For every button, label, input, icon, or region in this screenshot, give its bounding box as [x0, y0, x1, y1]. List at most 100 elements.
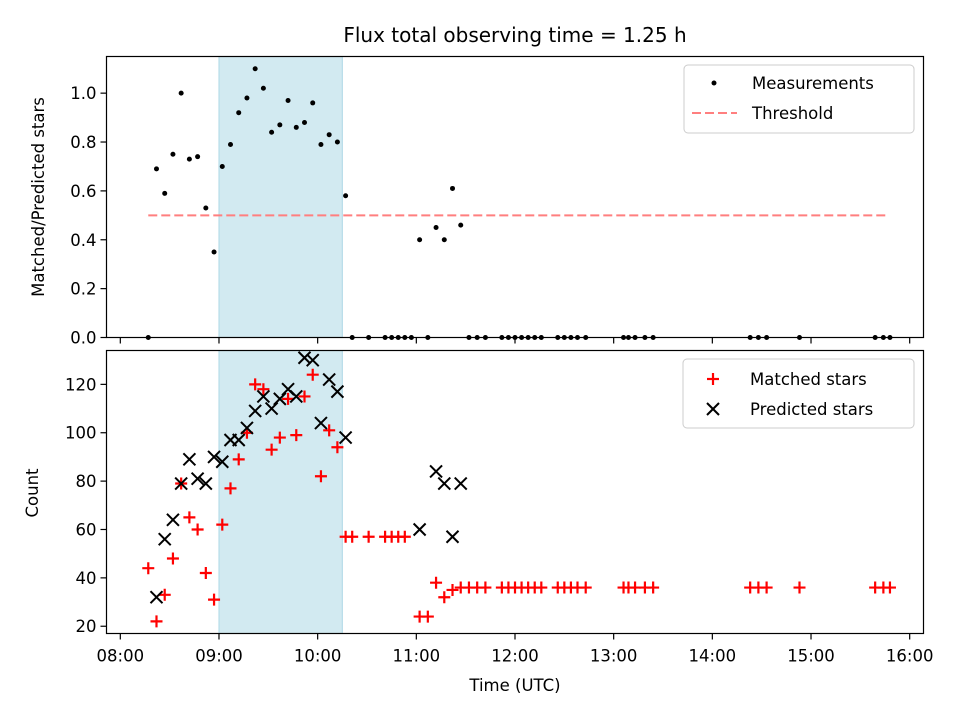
matched-star-point — [446, 583, 459, 596]
bottom-x-tick-label: 13:00 — [590, 647, 638, 666]
legend-threshold-label: Threshold — [751, 104, 833, 123]
predicted-star-point — [199, 476, 213, 491]
bottom-x-tick-label: 08:00 — [97, 647, 145, 666]
predicted-star-point — [429, 464, 443, 479]
measurement-point — [310, 100, 316, 106]
matched-star-point — [421, 610, 434, 623]
matched-star-point — [249, 378, 262, 391]
measurement-point — [219, 163, 225, 169]
bottom-x-ticks: 08:00 09:00 10:00 11:00 12:00 13:00 14:00 15:00… — [97, 633, 934, 666]
top-legend-box — [683, 64, 915, 134]
measurement-point — [343, 193, 349, 199]
predicted-star-point — [289, 389, 303, 404]
measurement-point — [170, 151, 176, 157]
measurement-point — [195, 154, 201, 160]
top-y-tick-label: 0.8 — [70, 133, 96, 152]
bottom-predicted-points — [149, 351, 468, 604]
matched-star-point — [257, 383, 270, 396]
legend-matched-marker — [707, 373, 719, 385]
matched-star-point — [438, 591, 451, 604]
measurement-point — [252, 66, 258, 72]
matched-star-point — [398, 530, 411, 543]
measurement-point — [417, 237, 423, 243]
matched-star-point — [306, 368, 319, 381]
measurement-point — [433, 225, 439, 231]
bottom-y-tick-label: 20 — [76, 617, 97, 636]
matched-star-point — [883, 581, 896, 594]
bottom-y-tick-label: 60 — [76, 520, 97, 539]
matched-star-point — [331, 441, 344, 454]
bottom-x-tick-label: 10:00 — [294, 647, 342, 666]
matched-star-point — [282, 392, 295, 405]
bottom-highlight-span — [218, 350, 343, 634]
predicted-star-point — [273, 392, 287, 406]
measurement-point — [203, 205, 209, 211]
matched-star-point — [479, 581, 492, 594]
top-panel: 0.0 0.2 0.4 0.6 0.8 1.0 Matched/Predicted sta… — [29, 55, 925, 348]
predicted-star-point — [314, 416, 328, 430]
top-y-tick-label: 0.0 — [70, 329, 96, 348]
bottom-x-tick-label: 15:00 — [787, 647, 835, 666]
matched-star-point — [535, 581, 548, 594]
bottom-x-tick-label: 16:00 — [886, 647, 934, 666]
bottom-x-tick-label: 12:00 — [491, 647, 539, 666]
predicted-star-point — [445, 530, 460, 544]
predicted-star-point — [166, 513, 180, 527]
bottom-legend-box — [682, 358, 915, 429]
measurement-point — [186, 156, 192, 162]
legend-measurements-marker — [711, 80, 717, 86]
bottom-matched-points — [142, 368, 896, 628]
measurement-point — [260, 85, 266, 91]
predicted-star-point — [149, 590, 164, 604]
matched-star-point — [224, 482, 237, 495]
matched-star-point — [142, 562, 155, 575]
bottom-plot-frame — [105, 349, 925, 635]
measurement-point — [162, 190, 168, 196]
predicted-star-point — [207, 450, 221, 464]
bottom-xlabel: Time (UTC) — [468, 676, 560, 695]
matched-star-point — [430, 576, 443, 589]
predicted-star-point — [437, 476, 451, 491]
predicted-star-point — [264, 401, 279, 416]
measurement-point — [269, 129, 275, 135]
top-y-tick-label: 0.6 — [70, 182, 96, 201]
matched-star-point — [793, 581, 806, 594]
predicted-star-point — [248, 404, 262, 418]
matched-star-point — [232, 453, 245, 466]
predicted-star-point — [215, 455, 229, 469]
measurement-point — [153, 166, 159, 172]
predicted-star-point — [174, 476, 188, 491]
bottom-x-tick-label: 14:00 — [689, 647, 737, 666]
matched-star-point — [208, 593, 221, 606]
matched-star-point — [314, 470, 327, 483]
top-highlight-span — [218, 56, 343, 338]
matched-star-point — [150, 615, 163, 628]
measurement-point — [334, 139, 340, 145]
measurement-point — [227, 141, 233, 147]
bottom-y-tick-label: 80 — [76, 472, 97, 491]
measurement-point — [277, 122, 283, 128]
measurement-point — [302, 119, 308, 125]
matched-star-point — [273, 431, 286, 444]
bottom-y-ticks: 20 40 60 80 100 120 — [65, 375, 107, 636]
measurement-point — [441, 237, 447, 243]
matched-star-point — [346, 530, 359, 543]
top-y-ticks: 0.0 0.2 0.4 0.6 0.8 1.0 — [70, 84, 107, 348]
bottom-y-tick-label: 40 — [76, 569, 97, 588]
predicted-star-point — [297, 351, 312, 365]
matched-star-point — [191, 523, 204, 536]
predicted-star-point — [232, 433, 246, 447]
bottom-x-tick-label: 09:00 — [195, 647, 243, 666]
measurement-point — [450, 185, 456, 191]
matched-star-point — [199, 567, 212, 580]
bottom-x-tick-label: 11:00 — [393, 647, 441, 666]
predicted-star-point — [338, 430, 353, 445]
measurement-point — [178, 90, 184, 96]
predicted-star-point — [330, 384, 345, 399]
matched-star-point — [323, 424, 336, 437]
predicted-star-point — [158, 532, 172, 546]
bottom-ylabel: Count — [23, 468, 42, 518]
predicted-star-point — [190, 471, 205, 486]
measurement-point — [236, 110, 242, 116]
